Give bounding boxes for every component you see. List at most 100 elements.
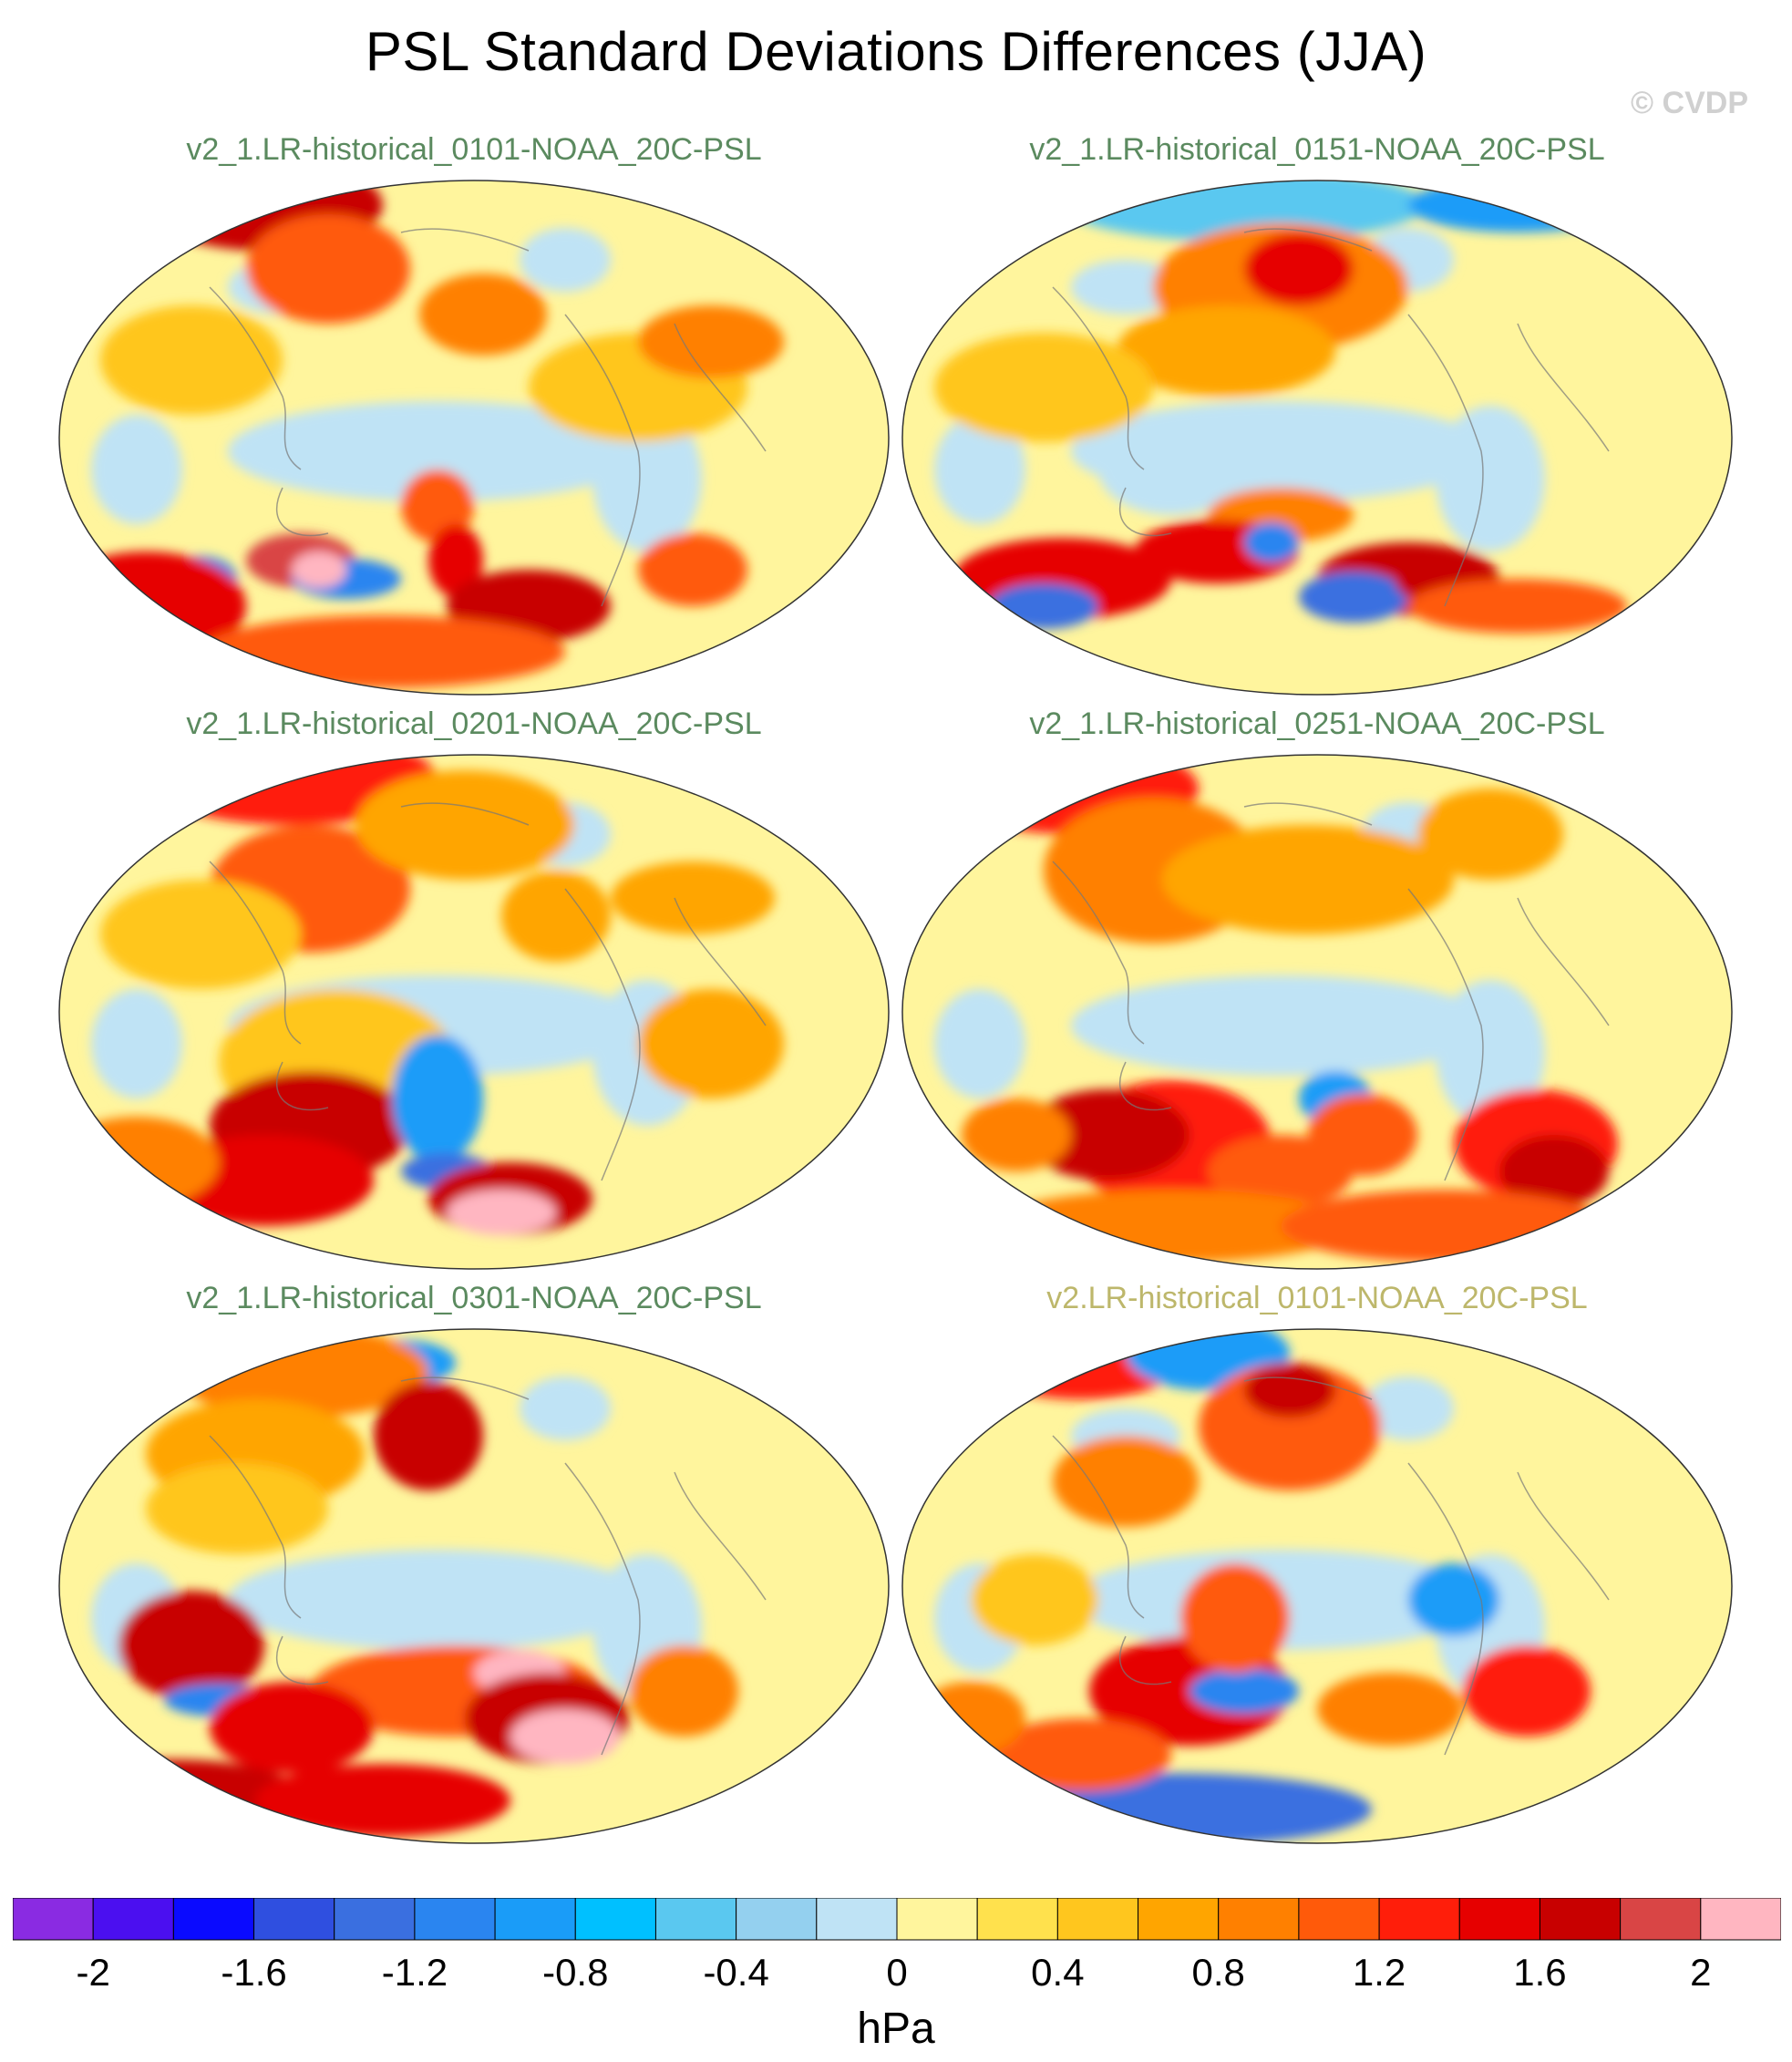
map-plot-6 bbox=[901, 1328, 1733, 1844]
colorbar-swatch bbox=[1620, 1898, 1702, 1941]
colorbar-swatch bbox=[414, 1898, 496, 1941]
field-anomaly bbox=[1436, 980, 1545, 1126]
map-panel-2: v2_1.LR-historical_0151-NOAA_20C-PSL bbox=[898, 132, 1736, 697]
field-anomaly bbox=[146, 1463, 328, 1554]
colorbar-tick-label: -0.8 bbox=[542, 1951, 609, 1994]
panel-title-4: v2_1.LR-historical_0251-NOAA_20C-PSL bbox=[1029, 706, 1605, 741]
coastline bbox=[209, 1376, 767, 1756]
figure-title: PSL Standard Deviations Differences (JJA… bbox=[365, 21, 1427, 82]
field-anomaly bbox=[100, 305, 283, 415]
panel-title-3: v2_1.LR-historical_0201-NOAA_20C-PSL bbox=[186, 706, 762, 741]
field-anomaly bbox=[292, 552, 346, 588]
field-anomaly bbox=[246, 214, 410, 324]
field-anomaly bbox=[228, 1550, 647, 1650]
field-anomaly bbox=[59, 552, 246, 661]
colorbar-swatch bbox=[494, 1898, 576, 1941]
colorbar-swatch bbox=[654, 1898, 737, 1941]
field-anomaly bbox=[1317, 1673, 1463, 1746]
colorbar-tick-label: 0 bbox=[886, 1951, 908, 1994]
field-anomaly bbox=[1244, 1363, 1335, 1418]
field-anomaly bbox=[916, 1682, 1025, 1755]
field-anomaly bbox=[510, 1709, 620, 1764]
colorbar-tick-label: 1.6 bbox=[1513, 1951, 1567, 1994]
map-plot-5 bbox=[58, 1328, 890, 1844]
colorbar-swatch bbox=[1700, 1898, 1781, 1941]
field-anomaly bbox=[934, 415, 1025, 524]
field-anomaly bbox=[592, 406, 702, 552]
map-plot-4 bbox=[901, 754, 1733, 1270]
field-anomaly bbox=[1053, 1436, 1199, 1527]
pressure-field bbox=[59, 755, 889, 1269]
field-anomaly bbox=[419, 273, 547, 356]
field-anomaly bbox=[1244, 232, 1354, 305]
colorbar-swatch bbox=[172, 1898, 255, 1941]
field-anomaly bbox=[91, 989, 182, 1098]
colorbar-tick-label: -0.4 bbox=[703, 1951, 769, 1994]
field-anomaly bbox=[1025, 1089, 1190, 1180]
colorbar bbox=[13, 1898, 1781, 1941]
colorbar-swatch bbox=[1138, 1898, 1220, 1941]
field-anomaly bbox=[934, 333, 1153, 442]
colorbar-swatch bbox=[816, 1898, 898, 1941]
map-plot-2 bbox=[901, 180, 1733, 696]
field-anomaly bbox=[611, 861, 775, 934]
colorbar-tick-label: -2 bbox=[76, 1951, 110, 1994]
field-anomaly bbox=[1408, 180, 1627, 232]
field-anomaly bbox=[1299, 572, 1408, 623]
copyright-label: © CVDP bbox=[1631, 86, 1748, 120]
colorbar-swatch bbox=[1298, 1898, 1380, 1941]
field-anomaly bbox=[501, 871, 611, 962]
pressure-field bbox=[902, 1329, 1732, 1843]
field-anomaly bbox=[210, 1682, 374, 1773]
field-anomaly bbox=[638, 989, 784, 1098]
field-anomaly bbox=[1071, 975, 1490, 1076]
field-anomaly bbox=[1117, 305, 1335, 397]
field-anomaly bbox=[1499, 1135, 1609, 1208]
field-anomaly bbox=[1208, 1135, 1354, 1208]
colorbar-tick-label: 1.2 bbox=[1352, 1951, 1406, 1994]
field-anomaly bbox=[1281, 1190, 1609, 1263]
field-anomaly bbox=[91, 415, 182, 524]
map-panel-1: v2_1.LR-historical_0101-NOAA_20C-PSL bbox=[55, 132, 893, 697]
field-anomaly bbox=[1436, 406, 1545, 552]
field-anomaly bbox=[971, 1554, 1098, 1645]
field-anomaly bbox=[100, 880, 301, 989]
field-anomaly bbox=[1162, 825, 1454, 934]
colorbar-swatch bbox=[253, 1898, 335, 1941]
map-plot-1 bbox=[58, 180, 890, 696]
colorbar-swatch bbox=[976, 1898, 1058, 1941]
colorbar-swatch bbox=[574, 1898, 656, 1941]
panel-title-2: v2_1.LR-historical_0151-NOAA_20C-PSL bbox=[1029, 132, 1605, 167]
map-plot-3 bbox=[58, 754, 890, 1270]
field-anomaly bbox=[971, 1773, 1372, 1843]
colorbar-swatch bbox=[92, 1898, 174, 1941]
field-anomaly bbox=[638, 305, 784, 378]
field-anomaly bbox=[1180, 1563, 1290, 1673]
field-anomaly bbox=[962, 1098, 1071, 1171]
pressure-field bbox=[59, 1329, 889, 1843]
field-anomaly bbox=[520, 228, 611, 292]
colorbar-swatch bbox=[1056, 1898, 1139, 1941]
colorbar-swatch bbox=[736, 1898, 818, 1941]
map-border bbox=[901, 1328, 1733, 1844]
map-border bbox=[901, 754, 1733, 1270]
field-anomaly bbox=[934, 989, 1025, 1098]
field-anomaly bbox=[355, 770, 574, 880]
pressure-field bbox=[902, 755, 1732, 1269]
field-anomaly bbox=[228, 401, 647, 501]
field-anomaly bbox=[1363, 1376, 1454, 1440]
field-anomaly bbox=[1244, 522, 1299, 562]
panel-title-1: v2_1.LR-historical_0101-NOAA_20C-PSL bbox=[186, 132, 762, 167]
colorbar-swatch bbox=[334, 1898, 416, 1941]
coastline bbox=[209, 228, 767, 607]
field-anomaly bbox=[1071, 260, 1180, 314]
colorbar-tick-label: -1.6 bbox=[221, 1951, 287, 1994]
map-panel-3: v2_1.LR-historical_0201-NOAA_20C-PSL bbox=[55, 706, 893, 1272]
colorbar-tick-label: 0.8 bbox=[1191, 1951, 1245, 1994]
map-border bbox=[58, 1328, 890, 1844]
map-border bbox=[58, 754, 890, 1270]
map-border bbox=[901, 180, 1733, 696]
field-anomaly bbox=[428, 524, 483, 597]
panel-title-5: v2_1.LR-historical_0301-NOAA_20C-PSL bbox=[186, 1281, 762, 1315]
field-anomaly bbox=[1417, 789, 1563, 880]
